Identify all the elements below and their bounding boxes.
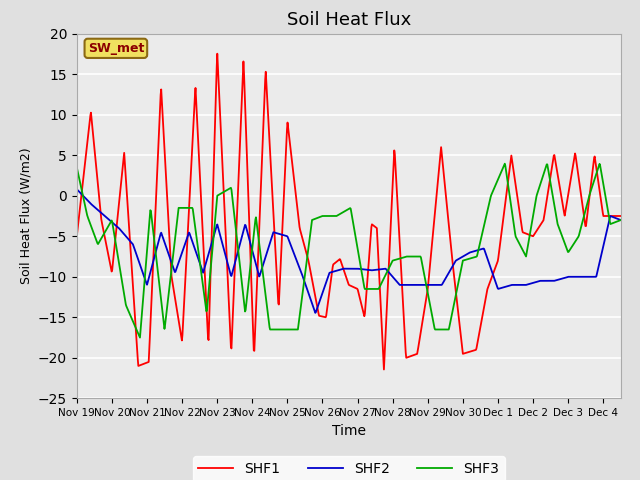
SHF3 xyxy=(501,161,509,167)
SHF3 xyxy=(294,326,301,332)
SHF1 xyxy=(380,367,388,372)
SHF1 xyxy=(214,51,221,57)
SHF3 xyxy=(73,165,81,170)
SHF1 xyxy=(73,233,81,239)
Line: SHF3: SHF3 xyxy=(77,164,621,337)
Line: SHF1: SHF1 xyxy=(77,54,621,370)
SHF3 xyxy=(617,217,625,223)
Line: SHF2: SHF2 xyxy=(77,189,621,313)
SHF1 xyxy=(617,213,625,219)
SHF1 xyxy=(508,156,516,162)
SHF1 xyxy=(499,225,506,231)
SHF3 xyxy=(129,317,136,323)
Y-axis label: Soil Heat Flux (W/m2): Soil Heat Flux (W/m2) xyxy=(19,148,32,284)
SHF2 xyxy=(312,310,319,316)
SHF2 xyxy=(508,282,515,288)
SHF3 xyxy=(498,168,506,174)
X-axis label: Time: Time xyxy=(332,424,366,438)
SHF2 xyxy=(293,258,301,264)
SHF2 xyxy=(617,217,625,223)
SHF1 xyxy=(313,302,321,308)
SHF3 xyxy=(313,215,321,221)
Text: SW_met: SW_met xyxy=(88,42,144,55)
SHF3 xyxy=(136,335,144,340)
Legend: SHF1, SHF2, SHF3: SHF1, SHF2, SHF3 xyxy=(193,456,505,480)
SHF2 xyxy=(129,241,136,247)
SHF3 xyxy=(508,208,516,214)
SHF2 xyxy=(73,186,81,192)
SHF3 xyxy=(447,316,455,322)
Title: Soil Heat Flux: Soil Heat Flux xyxy=(287,11,411,29)
SHF2 xyxy=(498,285,506,291)
SHF1 xyxy=(129,274,136,280)
SHF1 xyxy=(447,249,455,254)
SHF1 xyxy=(294,205,301,211)
SHF2 xyxy=(313,306,321,312)
SHF2 xyxy=(447,266,455,272)
